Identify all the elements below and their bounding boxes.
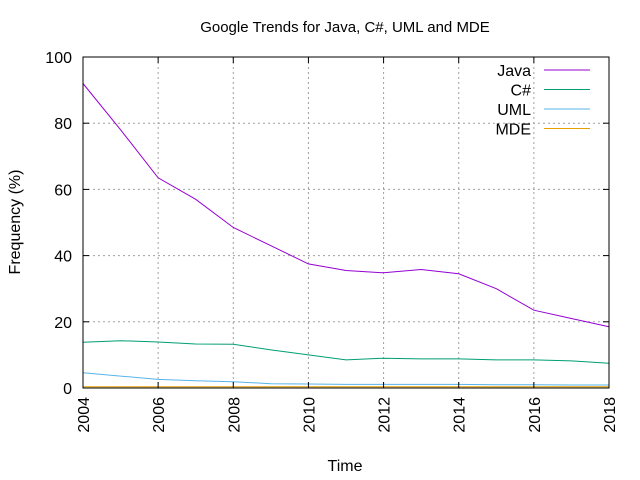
legend: Java C# UML MDE: [495, 63, 590, 139]
x-axis-label: Time: [328, 458, 363, 475]
x-tick-label: 2012: [377, 397, 394, 433]
x-tick-label: 2006: [151, 397, 168, 433]
y-axis: 0 20 40 60 80 100: [45, 50, 609, 398]
y-tick-label: 40: [54, 249, 72, 266]
x-tick-label: 2008: [226, 397, 243, 433]
y-axis-label: Frequency (%): [7, 170, 24, 275]
plot-frame: [82, 56, 610, 389]
legend-label: UML: [497, 102, 531, 119]
series-layer: [82, 83, 610, 388]
series-line-c-: [82, 340, 610, 364]
chart-title: Google Trends for Java, C#, UML and MDE: [200, 19, 490, 36]
legend-label: C#: [511, 83, 532, 100]
x-tick-label: 2010: [301, 397, 318, 433]
y-tick-label: 100: [45, 50, 72, 67]
y-tick-label: 80: [54, 116, 72, 133]
x-tick-label: 2018: [602, 397, 619, 433]
series-line-uml: [82, 372, 609, 386]
x-tick-label: 2004: [76, 397, 93, 433]
legend-label: MDE: [495, 122, 531, 139]
y-tick-label: 0: [63, 381, 72, 398]
y-tick-label: 60: [54, 182, 72, 199]
x-tick-label: 2016: [527, 397, 544, 433]
grid-lines: [83, 57, 609, 388]
legend-label: Java: [497, 63, 531, 80]
y-tick-label: 20: [54, 315, 72, 332]
series-line-java: [82, 83, 610, 328]
x-axis: 2004 2006 2008 2010 2012 2014 2016 2018: [76, 57, 619, 433]
x-tick-label: 2014: [452, 397, 469, 433]
